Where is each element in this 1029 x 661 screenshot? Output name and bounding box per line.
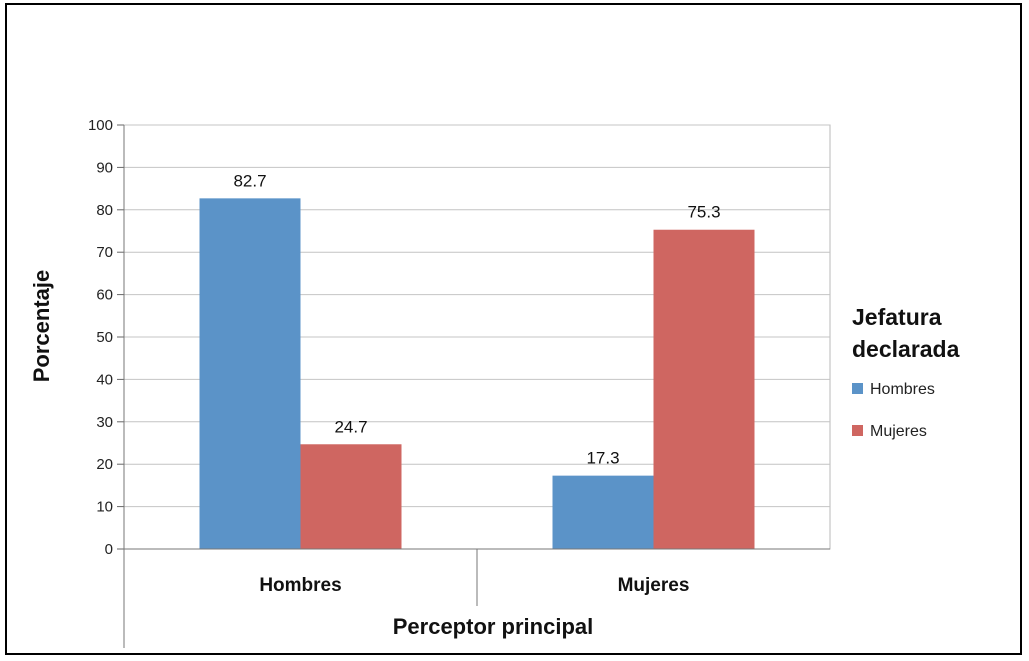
legend-title-line-2: declarada [852, 336, 960, 362]
y-tick-label: 60 [96, 287, 113, 304]
y-tick-label: 50 [96, 329, 113, 346]
y-tick-label: 100 [88, 117, 113, 134]
legend-title-line-1: Jefatura [852, 304, 942, 330]
y-axis-ticks: 0 10 20 30 40 50 60 70 80 90 100 [88, 117, 124, 558]
bar-mujeres-mujeres [653, 229, 755, 549]
x-axis-categories: Hombres Mujeres [259, 575, 689, 596]
data-label: 24.7 [334, 417, 367, 436]
y-tick-label: 40 [96, 371, 113, 388]
bar-hombres-hombres [199, 198, 301, 550]
data-labels: 82.7 24.7 17.3 75.3 [233, 171, 720, 467]
y-axis-title: Porcentaje [29, 270, 54, 383]
data-label: 82.7 [233, 171, 266, 190]
x-category-label: Mujeres [618, 575, 690, 596]
y-tick-label: 90 [96, 159, 113, 176]
bar-hombres-mujeres [552, 475, 654, 549]
data-label: 75.3 [687, 203, 720, 222]
x-category-label: Hombres [259, 575, 341, 596]
y-tick-label: 80 [96, 202, 113, 219]
legend-swatch-hombres [852, 383, 863, 394]
y-tick-label: 20 [96, 456, 113, 473]
chart-frame [5, 3, 1022, 655]
data-label: 17.3 [586, 449, 619, 468]
legend-label-mujeres: Mujeres [870, 423, 927, 440]
y-tick-label: 30 [96, 414, 113, 431]
legend-label-hombres: Hombres [870, 381, 935, 398]
legend-swatch-mujeres [852, 425, 863, 436]
bar-mujeres-hombres [300, 444, 402, 549]
bars [199, 198, 755, 550]
x-axis-title: Perceptor principal [393, 614, 594, 639]
y-tick-label: 10 [96, 499, 113, 516]
legend: Jefatura declarada Hombres Mujeres [852, 304, 960, 440]
axes [123, 125, 830, 648]
y-tick-label: 70 [96, 244, 113, 261]
y-tick-label: 0 [105, 541, 113, 558]
